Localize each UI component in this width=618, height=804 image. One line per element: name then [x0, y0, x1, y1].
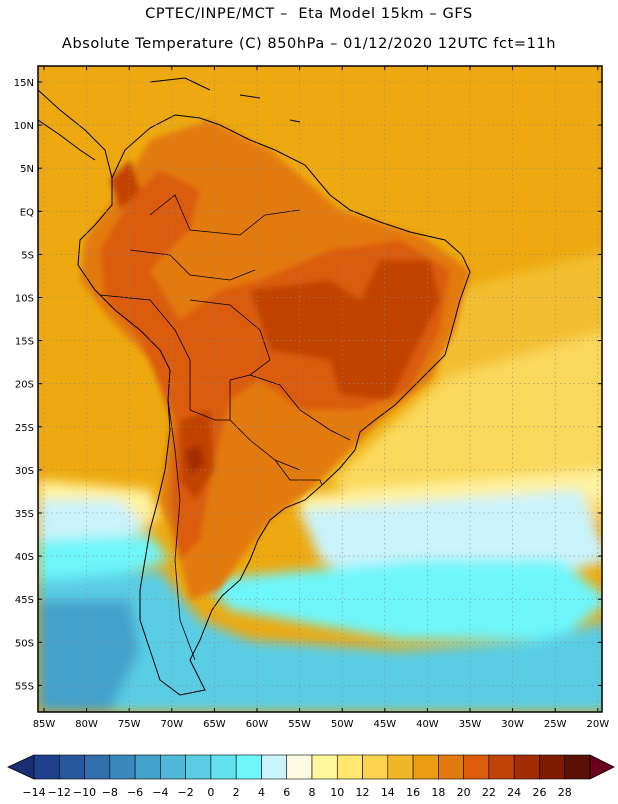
coastlines — [38, 77, 471, 696]
lat-label: 15N — [14, 78, 34, 89]
colorbar-label: −10 — [73, 786, 96, 799]
colorbar-swatch — [58, 754, 85, 780]
lon-label: 55W — [288, 719, 311, 730]
lat-label: 50S — [15, 638, 34, 649]
lon-label: 50W — [331, 719, 354, 730]
colorbar-label: −12 — [48, 786, 71, 799]
colorbar-label: −2 — [178, 786, 194, 799]
field-ocean-cool — [330, 332, 602, 520]
central-america-coastline — [38, 89, 113, 179]
lon-label: 30W — [501, 719, 524, 730]
lon-label: 65W — [203, 719, 226, 730]
lon-label: 85W — [33, 719, 56, 730]
colorbar-label: 20 — [457, 786, 471, 799]
colorbar-max-arrow — [589, 754, 615, 780]
lon-label: 25W — [544, 719, 567, 730]
lat-label: 20S — [15, 380, 34, 391]
south-america-coastline — [77, 114, 471, 696]
colorbar-label: 0 — [207, 786, 214, 799]
lon-label: 60W — [246, 719, 269, 730]
lat-label: 15S — [15, 337, 34, 348]
colorbar-label: −8 — [102, 786, 118, 799]
colorbar-label: 22 — [482, 786, 496, 799]
colorbar-label: 2 — [233, 786, 240, 799]
colorbar-swatch — [84, 754, 111, 780]
colorbar-label: 26 — [532, 786, 546, 799]
latitude-axis: 15N 10N 5N EQ 5S 10S 15S 20S 25S 30S 35S 40S 45S 50S 5… — [14, 78, 602, 692]
lat-label: 55S — [15, 681, 34, 692]
colorbar-swatch — [160, 754, 186, 780]
colorbar-swatch — [513, 754, 540, 780]
colorbar-swatch — [235, 754, 262, 780]
country-borders — [99, 194, 351, 661]
colorbar-label: 8 — [309, 786, 316, 799]
lat-label: 5N — [20, 164, 34, 175]
colorbar-swatch — [33, 754, 60, 780]
colorbar-swatch — [387, 754, 414, 780]
map-frame — [37, 65, 603, 713]
colorbar-swatch — [412, 754, 439, 780]
lat-label: 10S — [15, 294, 34, 305]
map-title-line1: CPTEC/INPE/MCT – Eta Model 15km – GFS — [145, 6, 473, 22]
lon-label: 70W — [160, 719, 183, 730]
colorbar-swatch — [488, 754, 515, 780]
field-cold-deep — [38, 600, 140, 712]
lat-label: 45S — [15, 595, 34, 606]
lat-label: 40S — [15, 552, 34, 563]
colorbar-swatch — [210, 754, 237, 780]
lat-label: 5S — [21, 250, 34, 261]
lat-label: 10N — [14, 121, 34, 132]
lon-label: 35W — [459, 719, 482, 730]
colorbar-label: −6 — [127, 786, 143, 799]
colorbar-swatch — [311, 754, 338, 780]
colorbar-swatch — [438, 754, 464, 780]
colorbar-label: 6 — [283, 786, 290, 799]
colorbar-label: 14 — [381, 786, 395, 799]
lon-label: 80W — [75, 719, 98, 730]
map-title-line2: Absolute Temperature (C) 850hPa – 01/12/… — [61, 36, 557, 52]
colorbar-label: 12 — [356, 786, 370, 799]
field-cold-cyan — [38, 535, 602, 640]
colorbar-label: 24 — [507, 786, 521, 799]
colorbar-swatch — [336, 754, 363, 780]
lat-label: EQ — [20, 207, 34, 218]
longitude-axis: 85W 80W 75W 70W 65W 60W 55W 50W 45W 40W 35W 30W 25W 2… — [33, 66, 609, 730]
colorbar-swatch — [185, 754, 212, 780]
colorbar-min-arrow — [7, 754, 35, 780]
colorbar-label: −4 — [152, 786, 168, 799]
field-land-extreme — [185, 445, 205, 475]
colorbar-label: 10 — [330, 786, 344, 799]
lat-label: 35S — [15, 509, 34, 520]
colorbar-label: 28 — [558, 786, 572, 799]
colorbar-swatch — [109, 754, 136, 780]
colorbar-swatch — [463, 754, 490, 780]
lat-label: 25S — [15, 423, 34, 434]
colorbar-label: −14 — [22, 786, 45, 799]
lon-label: 20W — [586, 719, 609, 730]
colorbar-swatch — [286, 754, 313, 780]
colorbar-label: 18 — [431, 786, 445, 799]
colorbar-label: 16 — [406, 786, 420, 799]
lon-label: 45W — [373, 719, 396, 730]
caribbean-islands — [149, 77, 301, 123]
colorbar-swatch — [564, 754, 591, 780]
colorbar-swatch — [134, 754, 161, 780]
colorbar-swatch — [261, 754, 288, 780]
field-ocean-pale — [38, 470, 602, 540]
colorbar-swatch — [539, 754, 566, 780]
colorbar-label: 4 — [258, 786, 265, 799]
lat-label: 30S — [15, 466, 34, 477]
lon-label: 75W — [118, 719, 141, 730]
colorbar-swatch — [362, 754, 389, 780]
lon-label: 40W — [416, 719, 439, 730]
field-land-very-hot — [110, 160, 440, 500]
colorbar: −14 −12 −10 −8 −6 −4 −2 0 2 4 6 8 10 12 14 16 18 20 22 24 26… — [7, 754, 615, 799]
temperature-field — [38, 66, 602, 712]
